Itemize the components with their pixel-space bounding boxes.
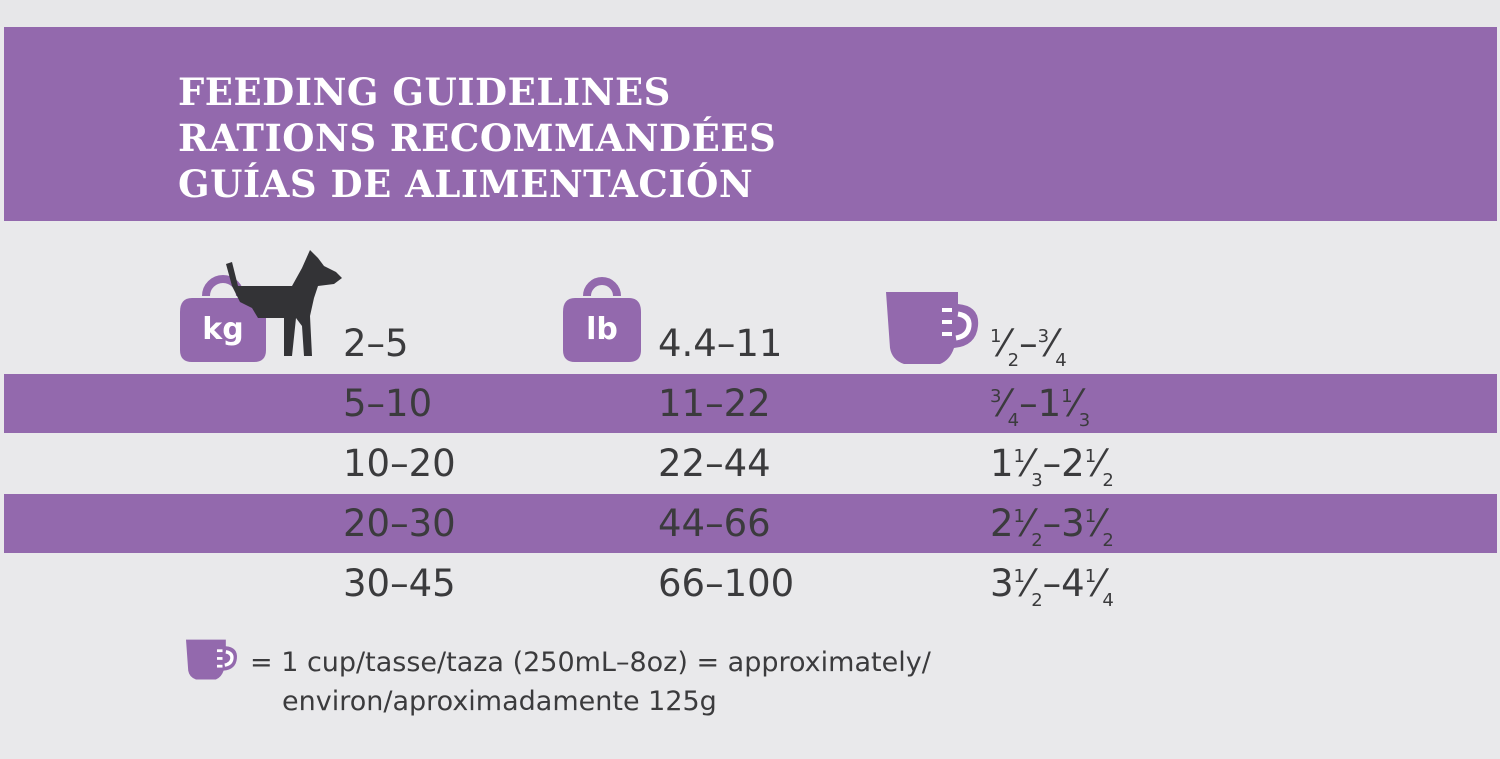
cup-max-numerator: 1 xyxy=(1084,446,1097,467)
measuring-cup-icon xyxy=(886,292,979,364)
cup-min: 21⁄2 xyxy=(990,502,1043,551)
cup-range: 3⁄4–11⁄3 xyxy=(990,382,1091,431)
cup-max: 21⁄2 xyxy=(1061,442,1114,491)
dog-icon xyxy=(226,250,342,356)
top-strip xyxy=(0,0,1500,27)
cup-min-numerator: 1 xyxy=(1013,566,1025,587)
cup-max-whole: 1 xyxy=(1037,382,1062,425)
cup-min-denominator: 2 xyxy=(1007,350,1020,371)
cup-max-denominator: 4 xyxy=(1102,590,1114,611)
lb-range: 4.4–11 xyxy=(658,322,783,365)
lb-weight-icon: lb xyxy=(563,277,641,362)
kg-range: 20–30 xyxy=(343,502,456,545)
cup-range: 11⁄3–21⁄2 xyxy=(990,442,1114,491)
cup-max-whole: 3 xyxy=(1061,502,1085,545)
cup-max: 11⁄3 xyxy=(1037,382,1091,431)
cup-range: 1⁄2–3⁄4 xyxy=(990,322,1067,371)
cup-range: 21⁄2–31⁄2 xyxy=(990,502,1114,551)
lb-range: 22–44 xyxy=(658,442,771,485)
cup-max-numerator: 1 xyxy=(1084,566,1097,587)
kg-range: 30–45 xyxy=(343,562,456,605)
cup-min-numerator: 1 xyxy=(990,326,1002,347)
cup-max: 3⁄4 xyxy=(1037,322,1067,371)
cup-min-denominator: 2 xyxy=(1031,590,1043,611)
cup-min-denominator: 4 xyxy=(1007,410,1020,431)
cup-min: 1⁄2 xyxy=(990,322,1020,371)
row-band-4 xyxy=(4,494,1497,553)
cup-max-denominator: 2 xyxy=(1102,530,1114,551)
kg-weight-icon: kg xyxy=(180,275,266,362)
title-english: FEEDING GUIDELINES xyxy=(178,70,671,114)
cup-max: 31⁄2 xyxy=(1061,502,1114,551)
lb-range: 66–100 xyxy=(658,562,795,605)
footnote-cup-icon xyxy=(186,639,237,680)
cup-min-whole: 1 xyxy=(990,442,1014,485)
footnote-line-2: environ/aproximadamente 125g xyxy=(282,686,717,717)
cup-max-whole: 4 xyxy=(1061,562,1085,605)
lb-range: 11–22 xyxy=(658,382,771,425)
cup-min-numerator: 1 xyxy=(1013,506,1025,527)
cup-min-numerator: 3 xyxy=(990,386,1002,407)
cup-max-numerator: 1 xyxy=(1084,506,1097,527)
kg-range: 2–5 xyxy=(343,322,409,365)
cup-max-whole: 2 xyxy=(1061,442,1085,485)
cup-max-numerator: 1 xyxy=(1061,386,1073,407)
title-french: RATIONS RECOMMANDÉES xyxy=(178,116,777,160)
cup-min-denominator: 2 xyxy=(1031,530,1043,551)
cup-range: 31⁄2–41⁄4 xyxy=(990,562,1114,611)
cup-min: 11⁄3 xyxy=(990,442,1043,491)
cup-min-whole: 2 xyxy=(990,502,1014,545)
cup-min-denominator: 3 xyxy=(1031,470,1043,491)
cup-min-whole: 3 xyxy=(990,562,1014,605)
lb-label: lb xyxy=(586,312,618,347)
kg-label: kg xyxy=(202,312,243,347)
cup-max-denominator: 3 xyxy=(1078,410,1091,431)
cup-max-numerator: 3 xyxy=(1037,326,1050,347)
kg-range: 10–20 xyxy=(343,442,456,485)
kg-range: 5–10 xyxy=(343,382,433,425)
cup-min: 31⁄2 xyxy=(990,562,1043,611)
cup-max-denominator: 2 xyxy=(1102,470,1114,491)
lb-range: 44–66 xyxy=(658,502,771,545)
cup-min-numerator: 1 xyxy=(1013,446,1025,467)
title-spanish: GUÍAS DE ALIMENTACIÓN xyxy=(178,162,754,206)
cup-min: 3⁄4 xyxy=(990,382,1020,431)
cup-max-denominator: 4 xyxy=(1055,350,1067,371)
row-band-2 xyxy=(4,374,1497,433)
cup-max: 41⁄4 xyxy=(1061,562,1114,611)
footnote: = 1 cup/tasse/taza (250mL–8oz) = approxi… xyxy=(250,643,1150,721)
footnote-line-1: = 1 cup/tasse/taza (250mL–8oz) = approxi… xyxy=(250,647,931,678)
header-banner xyxy=(4,27,1497,221)
